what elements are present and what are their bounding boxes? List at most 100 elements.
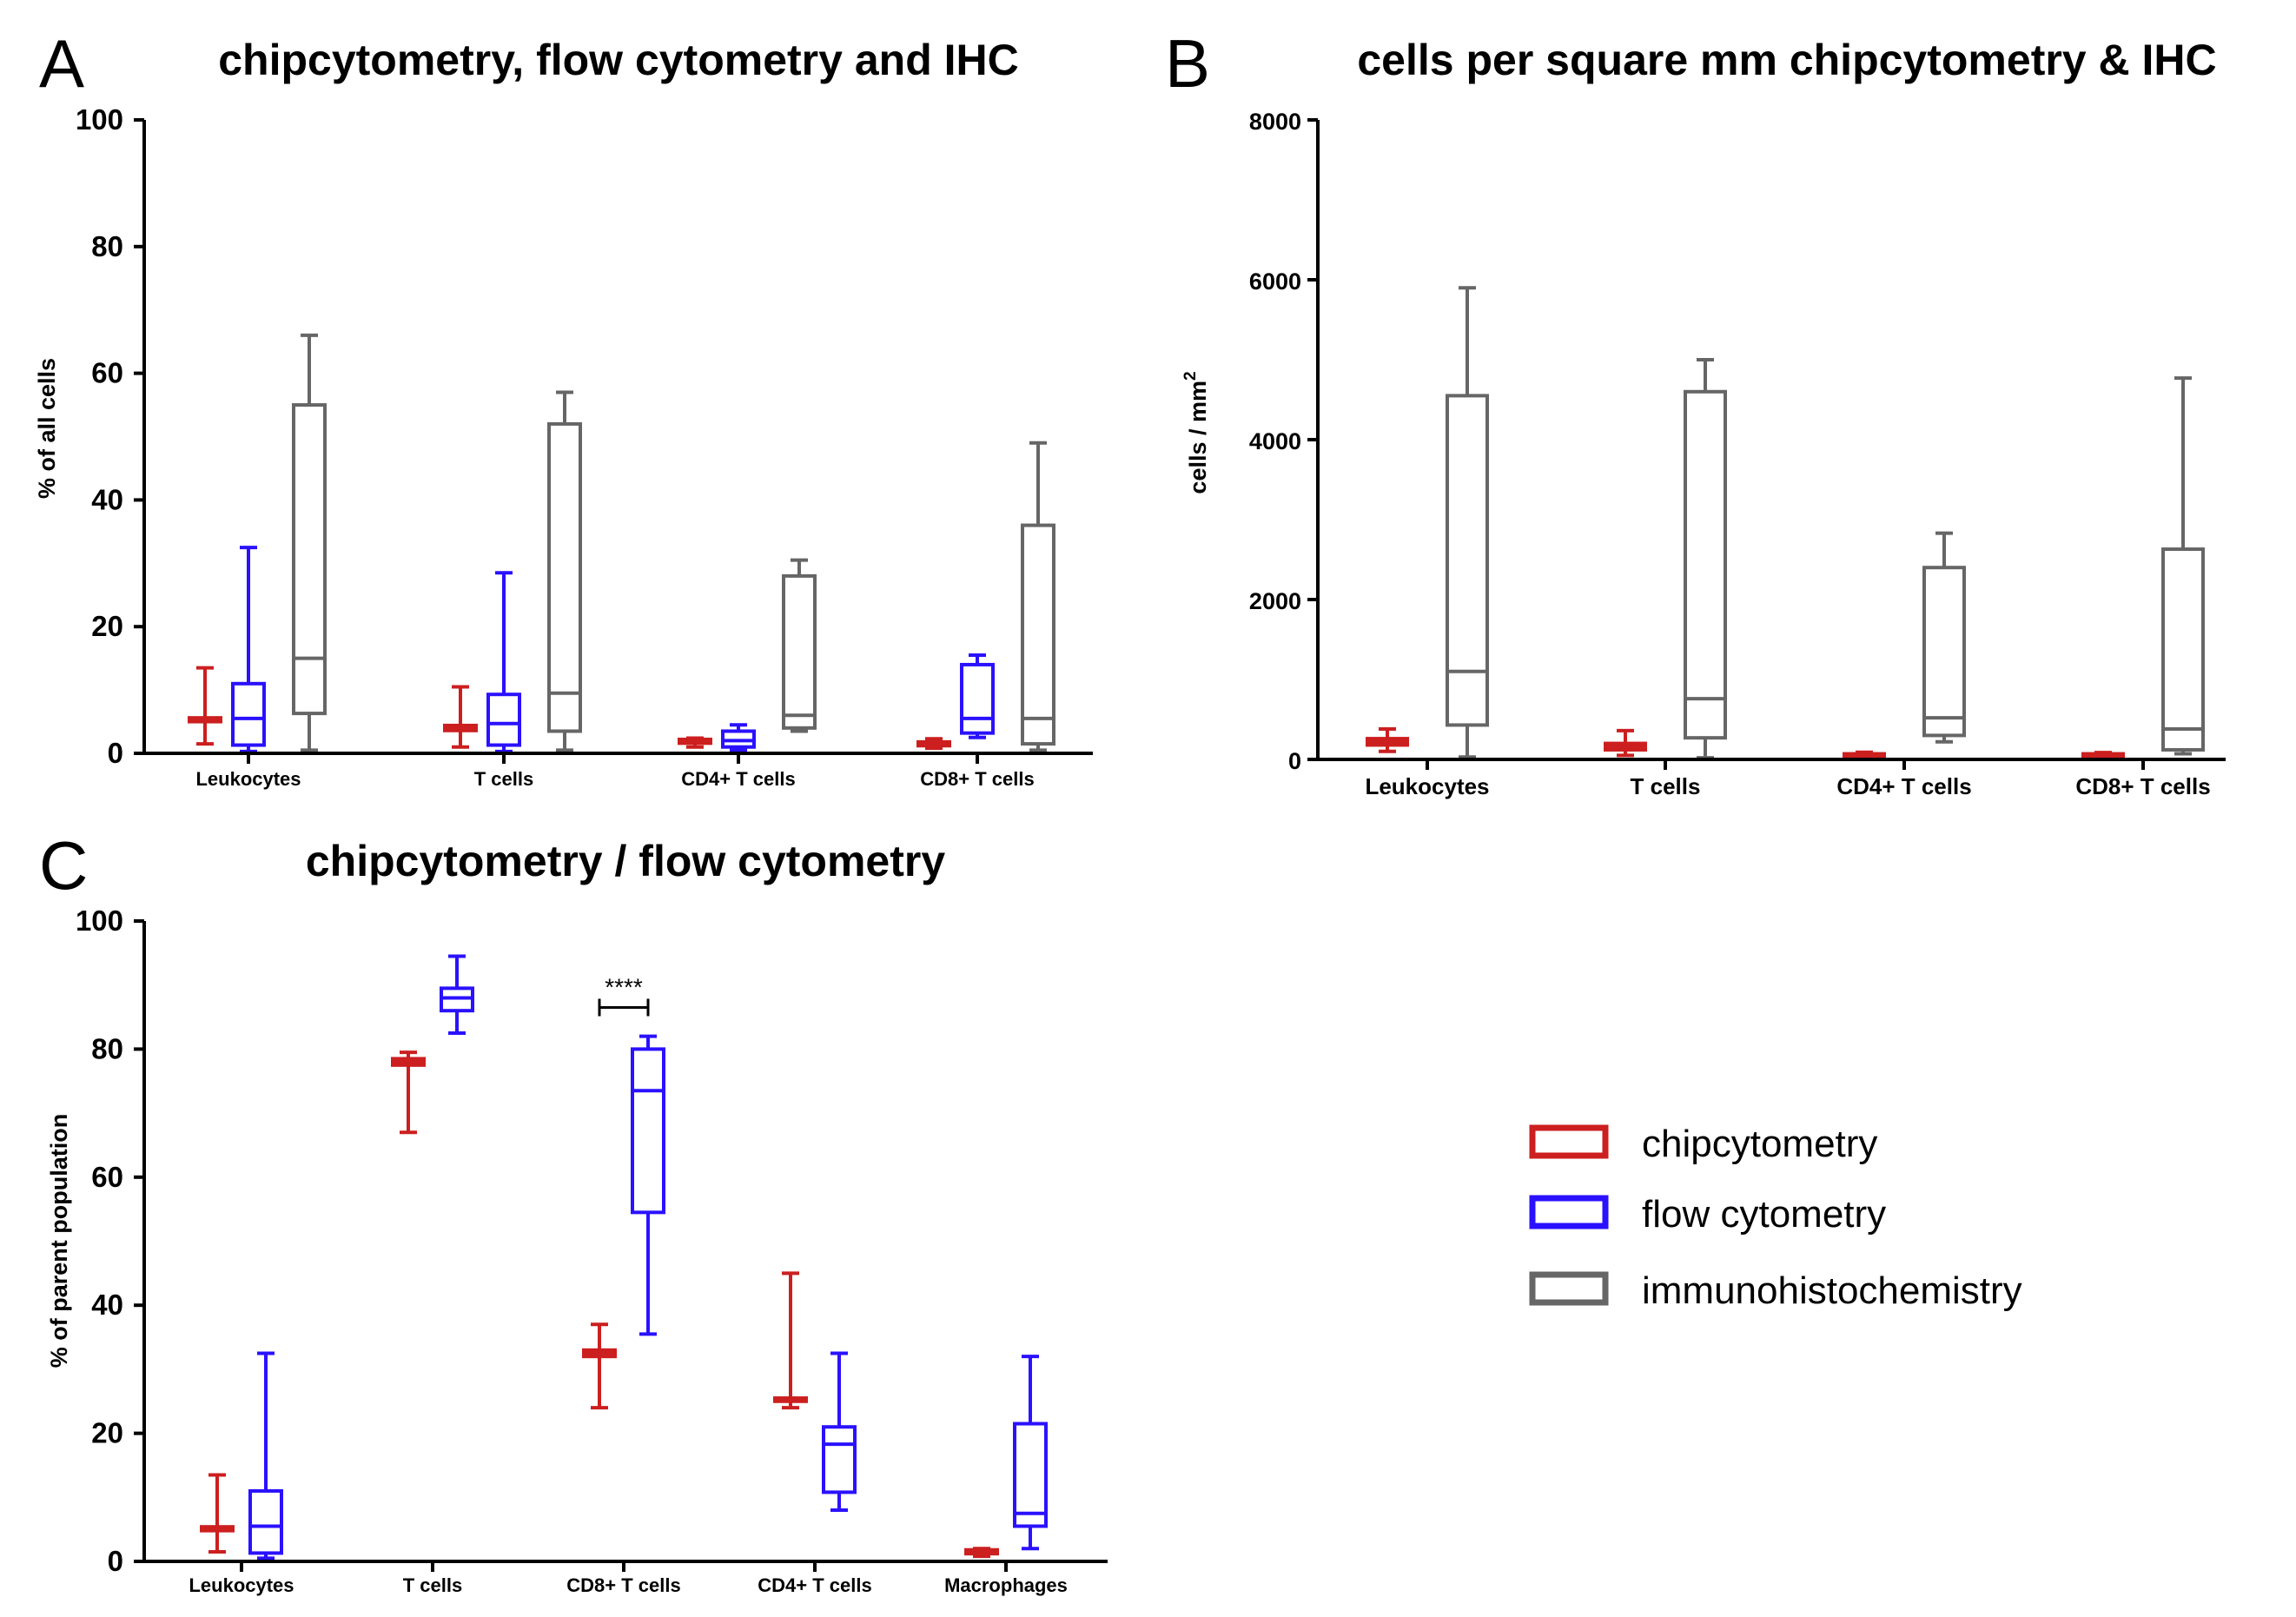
panel-a-x-label-leukocytes: Leukocytes: [195, 768, 301, 790]
legend-item-immunohistochemistry: immunohistochemistry: [1529, 1269, 2022, 1312]
panel-b-x-label-leukocytes: Leukocytes: [1365, 773, 1489, 799]
panel-a-box-immunohistochemistry-cd4-t-cells: [782, 558, 817, 733]
panel-a-box-chipcytometry-t-cells: [443, 685, 478, 749]
panel-a-box-immunohistochemistry-t-cells: [547, 390, 582, 752]
panel-c-y-tick-label-100: 100: [76, 905, 123, 937]
panel-c-box-flow-cytometry-cd4-t-cells: [822, 1351, 857, 1513]
panel-c-x-label-cd4-t-cells: CD4+ T cells: [758, 1574, 871, 1596]
panel-a-x-label-cd4-t-cells: CD4+ T cells: [681, 768, 795, 790]
panel-b-y-tick-label-6000: 6000: [1249, 268, 1301, 295]
panel-c-y-tick-label-0: 0: [108, 1545, 123, 1577]
panel-c-title: chipcytometry / flow cytometry: [306, 837, 945, 885]
panel-b-title: cells per square mm chipcytometry & IHC: [1357, 36, 2216, 84]
panel-b-x-label-t-cells: T cells: [1631, 773, 1701, 799]
panel-a: A chipcytometry, flow cytometry and IHC …: [34, 25, 1093, 790]
panel-b-box-immunohistochemistry-cd8-t-cells: [2161, 376, 2205, 756]
box-iqr: [631, 1047, 665, 1215]
panel-c-box-flow-cytometry-t-cells: [440, 954, 474, 1035]
panel-a-letter: A: [39, 25, 84, 102]
panel-c-box-chipcytometry-leukocytes: [200, 1473, 235, 1554]
panel-c-x-label-cd8-t-cells: CD8+ T cells: [566, 1574, 680, 1596]
panel-a-y-axis-title: % of all cells: [34, 358, 60, 499]
panel-a-y-tick-label-60: 60: [91, 357, 123, 389]
panel-b-box-immunohistochemistry-t-cells: [1684, 358, 1727, 760]
legend-item-flow-cytometry: flow cytometry: [1529, 1193, 1886, 1236]
panel-b-box-chipcytometry-leukocytes: [1366, 727, 1409, 753]
panel-c-box-flow-cytometry-macrophages: [1013, 1355, 1048, 1551]
panel-c-y-tick-label-80: 80: [91, 1032, 123, 1064]
panel-a-box-chipcytometry-leukocytes: [188, 666, 222, 746]
box-iqr: [248, 1488, 283, 1555]
panel-b-y-tick-label-4000: 4000: [1249, 428, 1301, 454]
panel-a-x-label-cd8-t-cells: CD8+ T cells: [920, 768, 1034, 790]
box-iqr: [1013, 1422, 1048, 1528]
panel-c: C chipcytometry / flow cytometry % of pa…: [39, 827, 1108, 1596]
box-iqr: [1021, 523, 1055, 746]
panel-c-box-chipcytometry-cd4-t-cells: [773, 1271, 808, 1410]
panel-a-box-flow-cytometry-leukocytes: [231, 546, 266, 753]
panel-c-y-tick-label-20: 20: [91, 1417, 123, 1449]
panel-b-box-immunohistochemistry-leukocytes: [1446, 286, 1489, 759]
significance-bracket: ****: [598, 973, 650, 1017]
panel-b-x-label-cd8-t-cells: CD8+ T cells: [2075, 773, 2210, 799]
box-iqr: [822, 1425, 857, 1494]
panel-b-y-tick-label-2000: 2000: [1249, 588, 1301, 614]
panel-c-x-label-leukocytes: Leukocytes: [189, 1574, 294, 1596]
legend-item-chipcytometry: chipcytometry: [1529, 1123, 1877, 1165]
panel-b-y-tick-label-0: 0: [1288, 748, 1301, 774]
box-iqr: [960, 662, 995, 735]
legend-label-chipcytometry: chipcytometry: [1642, 1123, 1877, 1165]
box-iqr: [782, 573, 817, 730]
panel-b-y-tick-label-8000: 8000: [1249, 109, 1301, 135]
significance-label: ****: [605, 973, 643, 1000]
legend-label-immunohistochemistry: immunohistochemistry: [1642, 1269, 2022, 1312]
panel-a-y-tick-label-80: 80: [91, 230, 123, 262]
panel-c-box-flow-cytometry-leukocytes: [248, 1351, 283, 1561]
panel-c-y-axis-title: % of parent population: [46, 1114, 72, 1368]
panel-b-y-axis-title: cells / mm2: [1181, 371, 1211, 494]
panel-b: B cells per square mm chipcytometry & IH…: [1165, 25, 2226, 799]
panel-b-box-chipcytometry-cd8-t-cells: [2081, 751, 2125, 760]
panel-c-box-chipcytometry-t-cells: [391, 1050, 426, 1135]
box-iqr: [1922, 566, 1966, 738]
panel-a-box-flow-cytometry-cd8-t-cells: [960, 653, 995, 739]
panel-c-x-label-t-cells: T cells: [403, 1574, 462, 1596]
panel-a-y-tick-label-40: 40: [91, 483, 123, 515]
legend-swatch-chipcytometry: [1529, 1124, 1609, 1159]
panel-a-y-tick-label-20: 20: [91, 610, 123, 642]
panel-a-y-tick-label-0: 0: [108, 737, 123, 769]
box-iqr: [2161, 547, 2205, 752]
panel-a-box-immunohistochemistry-cd8-t-cells: [1021, 441, 1055, 752]
panel-b-box-chipcytometry-cd4-t-cells: [1843, 750, 1886, 760]
panel-b-letter: B: [1165, 25, 1210, 102]
box-iqr: [486, 693, 521, 747]
panel-b-box-immunohistochemistry-cd4-t-cells: [1922, 531, 1966, 744]
panel-c-box-chipcytometry-cd8-t-cells: [582, 1322, 617, 1410]
legend-label-flow-cytometry: flow cytometry: [1642, 1193, 1886, 1236]
legend: chipcytometry flow cytometry immunohisto…: [1529, 1123, 2022, 1312]
panel-c-box-chipcytometry-macrophages: [964, 1547, 999, 1559]
panel-a-box-flow-cytometry-t-cells: [486, 571, 521, 753]
box-iqr: [231, 681, 266, 747]
panel-c-x-label-macrophages: Macrophages: [944, 1574, 1068, 1596]
box-iqr: [292, 403, 327, 716]
panel-a-y-tick-label-100: 100: [76, 103, 123, 136]
panel-a-title: chipcytometry, flow cytometry and IHC: [218, 36, 1018, 84]
panel-a-box-flow-cytometry-cd4-t-cells: [721, 723, 756, 752]
panel-a-box-immunohistochemistry-leukocytes: [292, 333, 327, 752]
box-iqr: [1684, 389, 1727, 740]
legend-swatch-immunohistochemistry: [1529, 1271, 1609, 1306]
box-iqr: [547, 421, 582, 733]
box-iqr: [1446, 394, 1489, 727]
panel-c-box-flow-cytometry-cd8-t-cells: [631, 1034, 665, 1336]
panel-c-y-tick-label-40: 40: [91, 1289, 123, 1321]
panel-b-y-axis-title-superscript: 2: [1181, 371, 1200, 381]
panel-c-letter: C: [39, 827, 88, 904]
panel-a-box-chipcytometry-cd4-t-cells: [678, 736, 712, 749]
panel-a-box-chipcytometry-cd8-t-cells: [916, 737, 951, 751]
panel-b-y-axis-title-main: cells / mm: [1185, 381, 1211, 494]
panel-a-x-label-t-cells: T cells: [474, 768, 533, 790]
panel-b-box-chipcytometry-t-cells: [1604, 728, 1647, 758]
legend-swatch-flow-cytometry: [1529, 1195, 1609, 1229]
